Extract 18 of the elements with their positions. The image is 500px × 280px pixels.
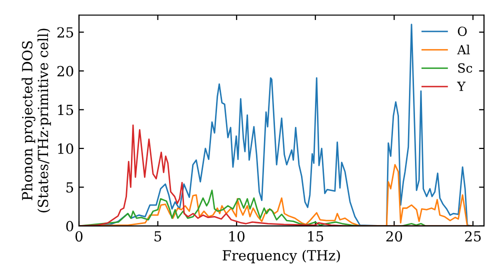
y-tick-label: 20 xyxy=(57,66,74,76)
x-tick-label: 0 xyxy=(75,231,82,242)
legend-label: Al xyxy=(457,44,470,54)
x-tick-label: 25 xyxy=(465,231,481,242)
x-tick-label: 10 xyxy=(229,231,244,242)
legend-label: O xyxy=(458,26,467,36)
y-axis-title: Phonon projected DOS (States/THz·primitive cell) xyxy=(22,28,51,212)
legend-label: Y xyxy=(457,82,466,91)
legend-label: Sc xyxy=(458,63,472,73)
x-tick-label: 15 xyxy=(308,231,324,242)
y-tick-label: 15 xyxy=(58,104,74,116)
y-tick-label: 25 xyxy=(57,27,74,38)
y-tick-label: 0 xyxy=(66,220,74,232)
x-tick-label: 20 xyxy=(386,231,402,242)
x-tick-label: 5 xyxy=(154,231,162,242)
x-axis-title: Frequency (THz) xyxy=(222,250,340,264)
y-tick-label: 10 xyxy=(58,143,74,154)
y-tick-label: 5 xyxy=(66,182,74,193)
